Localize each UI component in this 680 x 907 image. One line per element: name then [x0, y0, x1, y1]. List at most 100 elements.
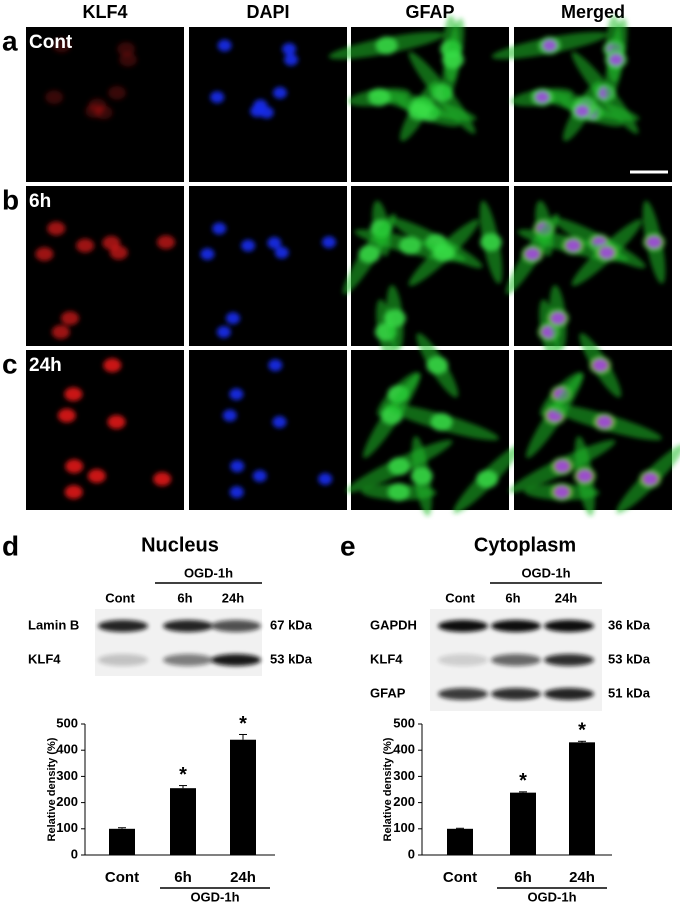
- row-label: 6h: [29, 191, 51, 212]
- nucleus-red: [119, 52, 138, 67]
- cells: [45, 38, 138, 120]
- blot-band: [544, 654, 594, 666]
- blot-band: [211, 654, 261, 666]
- group-label: OGD-1h: [190, 889, 239, 904]
- nucleus-red: [117, 42, 136, 57]
- y-tick-label: 500: [393, 715, 415, 730]
- bar: [109, 828, 135, 855]
- significance-marker: *: [519, 770, 527, 792]
- micrograph-bg: [26, 186, 184, 346]
- nucleus-blue: [225, 312, 240, 325]
- x-tick-label: 24h: [230, 869, 256, 886]
- blot-row-label: KLF4: [370, 651, 403, 666]
- nucleus-blue: [200, 248, 215, 261]
- nucleus-blue: [593, 359, 608, 372]
- row-label: Cont: [29, 32, 73, 53]
- nucleus-blue: [542, 39, 557, 52]
- nucleus-blue: [577, 470, 592, 483]
- micrograph: [189, 27, 347, 182]
- nucleus-blue: [268, 359, 283, 372]
- nucleus-blue: [241, 239, 256, 252]
- nucleus-blue: [535, 91, 550, 104]
- micrograph: [26, 27, 184, 182]
- cell-body: [476, 470, 499, 489]
- nucleus-blue: [321, 236, 336, 249]
- nucleus-blue: [282, 43, 297, 56]
- nucleus-blue: [210, 91, 225, 104]
- blot-size: 51 kDa: [608, 685, 651, 700]
- y-tick-label: 400: [393, 742, 415, 757]
- bar: [230, 739, 256, 855]
- micrograph: [189, 186, 347, 346]
- micrograph: [26, 350, 184, 510]
- micrograph: [26, 186, 184, 346]
- lane-label: Cont: [445, 590, 475, 605]
- nucleus-red: [64, 485, 83, 500]
- nucleus-blue: [217, 39, 232, 52]
- cells: [35, 221, 175, 340]
- cells: [57, 358, 172, 500]
- y-tick-label: 100: [393, 820, 415, 835]
- nucleus-red: [103, 358, 122, 373]
- cell-body: [432, 243, 455, 262]
- y-tick-label: 200: [56, 794, 78, 809]
- nucleus-blue: [575, 105, 590, 118]
- nucleus-red: [156, 235, 175, 250]
- y-tick-label: 300: [56, 768, 78, 783]
- nucleus-red: [47, 221, 66, 236]
- lane-label: 6h: [505, 590, 520, 605]
- cell-body: [388, 457, 411, 476]
- x-tick-label: 6h: [174, 869, 192, 886]
- nucleus-blue: [229, 388, 244, 401]
- y-tick-label: 200: [393, 794, 415, 809]
- group-label: OGD-1h: [527, 889, 576, 904]
- column-header: KLF4: [83, 2, 128, 22]
- blot-row-label: KLF4: [28, 651, 61, 666]
- nucleus-blue: [284, 53, 299, 66]
- group-label: OGD-1h: [184, 565, 233, 580]
- micrograph: [342, 186, 509, 365]
- blot-band: [163, 654, 213, 666]
- micrograph-bg: [189, 186, 347, 346]
- cell-body: [375, 36, 398, 55]
- nucleus-red: [107, 85, 126, 100]
- blot-band: [211, 620, 261, 632]
- nucleus-red: [60, 311, 79, 326]
- bar: [569, 742, 595, 855]
- micrograph-bg: [189, 27, 347, 182]
- micrograph-bg: [189, 350, 347, 510]
- x-tick-label: Cont: [105, 869, 139, 886]
- x-tick-label: Cont: [443, 869, 477, 886]
- micrograph: [508, 333, 680, 516]
- nucleus-blue: [550, 312, 565, 325]
- group-label: OGD-1h: [521, 565, 570, 580]
- blot-size: 67 kDa: [270, 617, 313, 632]
- cell-body: [387, 483, 410, 502]
- cells: [200, 222, 336, 339]
- column-header: DAPI: [246, 2, 289, 22]
- micrograph: [328, 15, 509, 182]
- blot-band: [491, 688, 541, 700]
- bar: [510, 792, 536, 855]
- y-axis-label: Relative density (%): [382, 737, 394, 841]
- column-header: GFAP: [405, 2, 454, 22]
- blot-band: [98, 654, 148, 666]
- micrograph: [491, 15, 672, 182]
- cell-body: [442, 50, 465, 69]
- nucleus-red: [51, 325, 70, 340]
- y-tick-label: 400: [56, 742, 78, 757]
- bar: [170, 788, 196, 855]
- nucleus-red: [107, 414, 126, 429]
- nucleus-red: [64, 387, 83, 402]
- blot-row-label: GAPDH: [370, 617, 417, 632]
- nucleus-red: [35, 247, 54, 262]
- cell-body: [426, 356, 449, 375]
- blot-band: [438, 688, 488, 700]
- nucleus-red: [109, 245, 128, 260]
- significance-marker: *: [239, 713, 247, 735]
- cell-body: [408, 102, 431, 121]
- nucleus-red: [76, 238, 95, 253]
- cell-body: [383, 309, 406, 328]
- nucleus-blue: [216, 326, 231, 339]
